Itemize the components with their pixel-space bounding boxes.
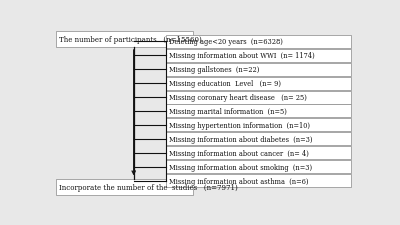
Text: Missing information about cancer  (n= 4): Missing information about cancer (n= 4)	[169, 149, 309, 157]
FancyBboxPatch shape	[166, 63, 351, 76]
FancyBboxPatch shape	[166, 77, 351, 90]
FancyBboxPatch shape	[166, 91, 351, 104]
FancyBboxPatch shape	[166, 50, 351, 63]
Text: Missing gallstones  (n=22): Missing gallstones (n=22)	[169, 66, 259, 74]
FancyBboxPatch shape	[166, 133, 351, 146]
FancyBboxPatch shape	[166, 36, 351, 49]
Text: Missing information about asthma  (n=6): Missing information about asthma (n=6)	[169, 177, 308, 185]
FancyBboxPatch shape	[166, 105, 351, 118]
Text: Deleting age<20 years  (n=6328): Deleting age<20 years (n=6328)	[169, 38, 283, 46]
Text: Missing hypertention information  (n=10): Missing hypertention information (n=10)	[169, 121, 310, 129]
Text: Missing marital information  (n=5): Missing marital information (n=5)	[169, 108, 287, 115]
Text: Missing information about diabetes  (n=3): Missing information about diabetes (n=3)	[169, 135, 312, 143]
FancyBboxPatch shape	[166, 160, 351, 173]
Text: Incorporate the number of the  studies   (n=7971): Incorporate the number of the studies (n…	[59, 183, 238, 191]
Text: The number of participants   (n=15560): The number of participants (n=15560)	[59, 36, 202, 44]
Text: Missing education  Level   (n= 9): Missing education Level (n= 9)	[169, 80, 281, 88]
FancyBboxPatch shape	[166, 119, 351, 132]
FancyBboxPatch shape	[56, 32, 193, 48]
FancyBboxPatch shape	[166, 174, 351, 187]
Text: Missing information about smoking  (n=3): Missing information about smoking (n=3)	[169, 163, 312, 171]
Text: Missing coronary heart disease   (n= 25): Missing coronary heart disease (n= 25)	[169, 94, 307, 101]
FancyBboxPatch shape	[56, 180, 193, 195]
FancyBboxPatch shape	[166, 146, 351, 160]
Text: Missing information about WWI  (n= 1174): Missing information about WWI (n= 1174)	[169, 52, 314, 60]
